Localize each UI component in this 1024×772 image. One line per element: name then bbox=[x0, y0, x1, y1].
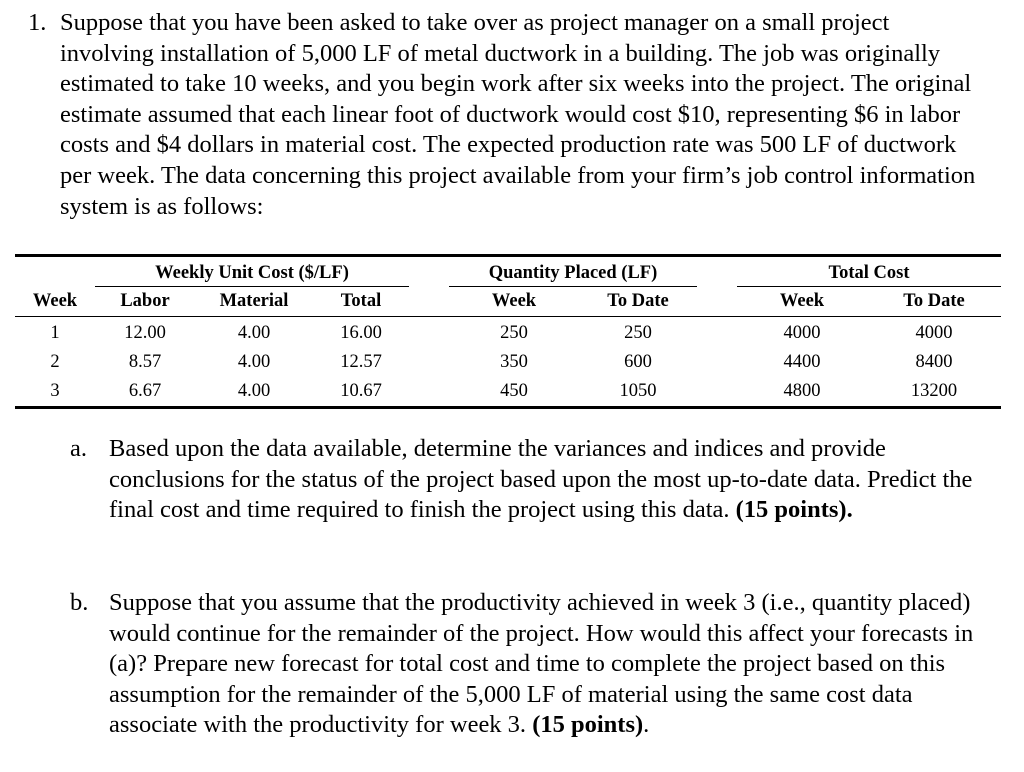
cell-material: 4.00 bbox=[237, 323, 271, 343]
part-a-label: a. bbox=[70, 435, 87, 462]
question-1: 1. Suppose that you have been asked to t… bbox=[28, 8, 988, 222]
cell-cost-week: 4400 bbox=[783, 352, 821, 372]
cell-labor: 12.00 bbox=[124, 323, 166, 343]
table-group-header-row: Weekly Unit Cost ($/LF) Quantity Placed … bbox=[15, 256, 1001, 287]
col-cost-to-date: To Date bbox=[867, 287, 1001, 317]
table-row: 2 8.57 4.00 12.57 350 600 4400 8400 bbox=[15, 348, 1001, 377]
col-labor: Labor bbox=[95, 287, 195, 317]
part-b-end: . bbox=[643, 711, 650, 739]
part-b-body: Suppose that you assume that the product… bbox=[109, 589, 974, 739]
cell-qty-to-date: 1050 bbox=[619, 381, 657, 401]
cell-qty-week: 450 bbox=[500, 381, 528, 401]
project-data-table: Weekly Unit Cost ($/LF) Quantity Placed … bbox=[15, 254, 1001, 409]
cell-qty-week: 350 bbox=[500, 352, 528, 372]
cell-qty-to-date: 600 bbox=[624, 352, 652, 372]
cell-cost-to-date: 13200 bbox=[910, 381, 958, 401]
cell-material: 4.00 bbox=[237, 381, 271, 401]
cell-cost-week: 4800 bbox=[783, 381, 821, 401]
part-a-points: (15 points) bbox=[735, 496, 847, 524]
cell-qty-week: 250 bbox=[500, 323, 528, 343]
cell-cost-to-date: 4000 bbox=[915, 323, 953, 343]
part-b: b. Suppose that you assume that the prod… bbox=[70, 588, 1000, 741]
cell-labor: 6.67 bbox=[128, 381, 162, 401]
col-qty-to-date: To Date bbox=[579, 287, 697, 317]
total-cost-group-header: Total Cost bbox=[737, 263, 1001, 287]
cell-labor: 8.57 bbox=[128, 352, 162, 372]
col-qty-week: Week bbox=[449, 287, 579, 317]
table-column-header-row: Week Labor Material Total Week To Date W… bbox=[15, 287, 1001, 317]
cell-qty-to-date: 250 bbox=[624, 323, 652, 343]
col-week: Week bbox=[15, 287, 95, 317]
part-a-body: Based upon the data available, determine… bbox=[109, 435, 973, 524]
table-row: 3 6.67 4.00 10.67 450 1050 4800 13200 bbox=[15, 377, 1001, 408]
question-number: 1. bbox=[28, 9, 47, 36]
cell-cost-to-date: 8400 bbox=[915, 352, 953, 372]
part-b-label: b. bbox=[70, 589, 89, 616]
question-text: Suppose that you have been asked to take… bbox=[60, 9, 976, 220]
part-b-text: Suppose that you assume that the product… bbox=[109, 588, 1000, 741]
cell-total: 12.57 bbox=[340, 352, 382, 372]
cell-material: 4.00 bbox=[237, 352, 271, 372]
part-a: a. Based upon the data available, determ… bbox=[70, 434, 1000, 526]
cell-week: 2 bbox=[50, 352, 60, 372]
cell-total: 10.67 bbox=[340, 381, 382, 401]
unit-cost-group-header: Weekly Unit Cost ($/LF) bbox=[95, 263, 409, 287]
part-a-text: Based upon the data available, determine… bbox=[109, 434, 1000, 526]
cell-week: 1 bbox=[50, 323, 60, 343]
col-total: Total bbox=[313, 287, 409, 317]
cell-total: 16.00 bbox=[340, 323, 382, 343]
cell-week: 3 bbox=[50, 381, 60, 401]
part-b-points: (15 points) bbox=[532, 711, 644, 739]
quantity-group-header: Quantity Placed (LF) bbox=[449, 263, 697, 287]
col-cost-week: Week bbox=[737, 287, 867, 317]
col-material: Material bbox=[195, 287, 313, 317]
cell-cost-week: 4000 bbox=[783, 323, 821, 343]
part-a-end: . bbox=[846, 496, 853, 524]
table-row: 1 12.00 4.00 16.00 250 250 4000 4000 bbox=[15, 317, 1001, 349]
